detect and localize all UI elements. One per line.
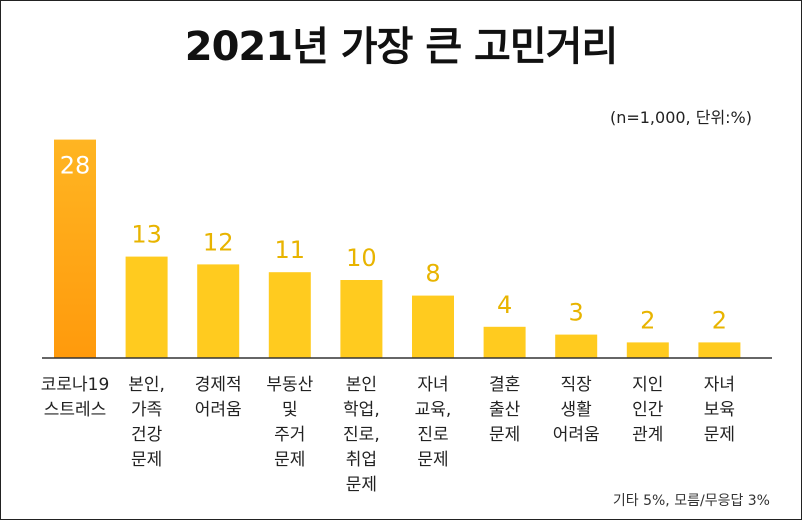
category-label-8-line-1: 인간 — [632, 400, 664, 420]
category-label-1-line-1: 가족 — [131, 400, 162, 420]
value-label-7: 3 — [569, 299, 584, 327]
category-label-8-line-2: 관계 — [632, 425, 663, 445]
value-label-4: 10 — [346, 244, 377, 272]
value-label-1: 13 — [131, 221, 162, 249]
footnote: 기타 5%, 모름/무응답 3% — [612, 493, 770, 509]
category-label-6-line-2: 문제 — [489, 425, 520, 445]
value-label-5: 8 — [425, 260, 440, 288]
bar-5 — [412, 295, 454, 358]
category-label-2-line-0: 경제적 — [195, 375, 242, 395]
bar-0 — [54, 139, 96, 358]
category-label-7-line-0: 직장 — [561, 375, 593, 395]
bar-8 — [626, 342, 669, 358]
bar-7 — [555, 334, 598, 358]
value-label-6: 4 — [497, 291, 512, 319]
bar-2 — [197, 264, 240, 358]
category-label-4-line-2: 진로, — [343, 425, 380, 445]
category-label-9-line-1: 보육 — [704, 400, 735, 420]
category-label-4-line-4: 문제 — [346, 475, 377, 495]
category-label-3-line-3: 문제 — [274, 450, 305, 470]
category-label-4-line-3: 취업 — [346, 450, 377, 470]
category-label-0-line-0: 코로나19 — [41, 375, 110, 395]
category-label-4-line-1: 학업, — [343, 400, 380, 420]
bar-9 — [698, 342, 741, 358]
category-label-7-line-1: 생활 — [561, 400, 592, 420]
category-label-5-line-0: 자녀 — [417, 375, 448, 395]
value-label-9: 2 — [712, 306, 727, 334]
value-label-3: 11 — [275, 236, 306, 264]
category-label-1-line-2: 건강 — [131, 425, 163, 445]
category-label-1-line-3: 문제 — [131, 450, 162, 470]
category-label-4-line-0: 본인 — [346, 375, 377, 395]
bar-4 — [340, 280, 383, 358]
unit-note: (n=1,000, 단위:%) — [609, 108, 752, 127]
category-label-9-line-0: 자녀 — [704, 375, 735, 395]
category-label-9-line-2: 문제 — [704, 425, 735, 445]
category-label-8-line-0: 지인 — [632, 375, 663, 395]
category-label-2-line-1: 어려움 — [195, 400, 242, 420]
category-label-0-line-1: 스트레스 — [44, 400, 107, 420]
value-label-2: 12 — [203, 228, 234, 256]
category-label-6-line-0: 결혼 — [489, 375, 520, 395]
category-label-3-line-0: 부동산 — [266, 375, 313, 395]
chart-title: 2021년 가장 큰 고민거리 — [184, 24, 619, 70]
category-label-5-line-1: 교육, — [415, 400, 452, 420]
bar-1 — [125, 256, 168, 358]
category-label-3-line-2: 주거 — [274, 425, 305, 445]
category-label-7-line-2: 어려움 — [553, 425, 600, 445]
category-label-5-line-2: 진로 — [417, 425, 448, 445]
bar-3 — [268, 272, 311, 358]
bar-6 — [483, 326, 526, 358]
value-label-0: 28 — [60, 152, 91, 180]
category-label-1-line-0: 본인, — [128, 375, 165, 395]
value-label-8: 2 — [640, 306, 655, 334]
category-label-5-line-3: 문제 — [417, 450, 448, 470]
category-label-6-line-1: 출산 — [489, 400, 521, 420]
category-label-3-line-1: 및 — [282, 400, 298, 420]
